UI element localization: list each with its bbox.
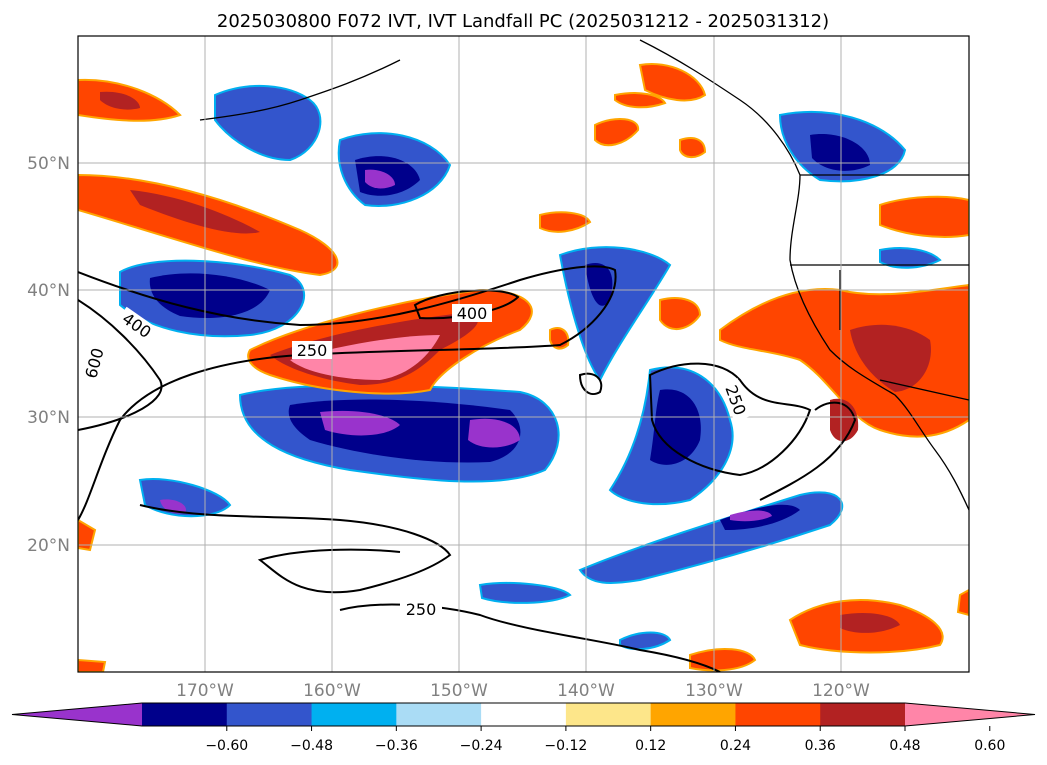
contour-label: 250 xyxy=(297,341,328,360)
lon-label: 120°W xyxy=(812,681,870,701)
lat-label: 30°N xyxy=(27,408,70,428)
longitude-labels: 170°W 160°W 150°W 140°W 130°W 120°W xyxy=(176,681,870,701)
colorbar-segment xyxy=(311,703,397,726)
colorbar-tick-label: −0.60 xyxy=(205,738,248,754)
colorbar-segment xyxy=(735,703,821,726)
colorbar-extend-low xyxy=(12,703,142,726)
lon-label: 130°W xyxy=(685,681,743,701)
contour-label: 250 xyxy=(406,600,437,619)
colorbar-tick-label: 0.36 xyxy=(805,738,836,754)
negative-anomaly-region xyxy=(119,85,942,651)
lon-label: 140°W xyxy=(557,681,615,701)
lat-label: 20°N xyxy=(27,536,70,556)
ivt-anomaly-fill xyxy=(78,39,969,672)
colorbar-segment xyxy=(650,703,736,726)
colorbar-tick-label: 0.24 xyxy=(720,738,751,754)
coastline xyxy=(199,39,969,511)
contour-lines xyxy=(78,265,857,672)
colorbar-outline xyxy=(11,702,1036,727)
colorbar-segment xyxy=(226,703,313,726)
colorbar-tick-label: 0.12 xyxy=(635,738,666,754)
latitude-labels: 50°N 40°N 30°N 20°N xyxy=(27,154,70,556)
colorbar-segment xyxy=(396,703,482,726)
colorbar-segment xyxy=(565,703,652,726)
contour-label: 400 xyxy=(457,304,488,323)
colorbar: −0.60 −0.48 −0.36 −0.24 −0.12 0.12 0.24 0.36 0.4… xyxy=(11,702,1036,754)
lon-label: 160°W xyxy=(303,681,361,701)
map-panel: 400 600 250 400 250 250 xyxy=(77,35,970,673)
colorbar-tick-label: −0.36 xyxy=(375,738,418,754)
colorbar-tick-label: 0.60 xyxy=(974,738,1005,754)
gridlines xyxy=(78,36,969,672)
figure-title: 2025030800 F072 IVT, IVT Landfall PC (20… xyxy=(217,11,829,32)
colorbar-tick-label: −0.12 xyxy=(544,738,587,754)
colorbar-tick-label: 0.48 xyxy=(889,738,920,754)
colorbar-tick-label: −0.48 xyxy=(290,738,333,754)
map-frame xyxy=(77,35,970,673)
colorbar-extend-high xyxy=(905,703,1035,726)
lat-label: 40°N xyxy=(27,281,70,301)
colorbar-segment xyxy=(481,703,567,726)
colorbar-segment xyxy=(820,703,906,726)
colorbar-tick-label: −0.24 xyxy=(460,738,503,754)
lon-label: 150°W xyxy=(430,681,488,701)
lat-label: 50°N xyxy=(27,154,70,174)
lon-label: 170°W xyxy=(176,681,234,701)
colorbar-segment xyxy=(142,703,228,726)
